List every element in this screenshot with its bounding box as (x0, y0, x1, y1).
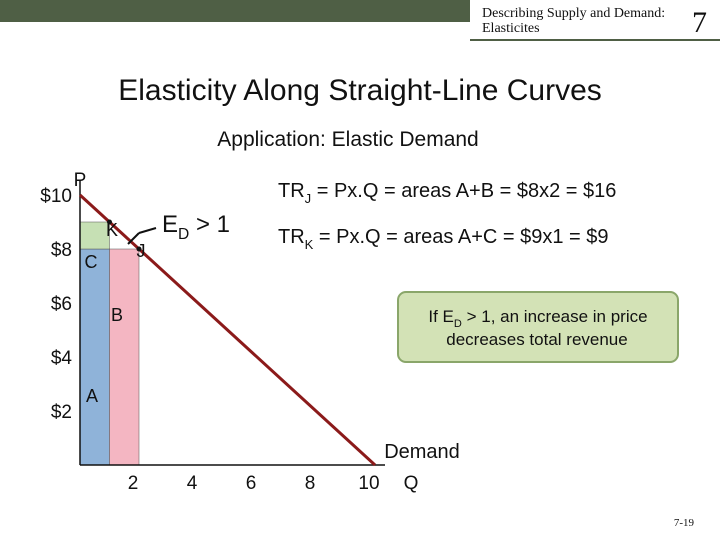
elasticity-label: ED > 1 (162, 211, 230, 243)
x-tick-label: 4 (187, 473, 198, 494)
tr-k-formula: TRK = Px.Q = areas A+C = $9x1 = $9 (278, 226, 609, 252)
elasticity-label-part: E (162, 211, 178, 238)
x-tick-label: 8 (305, 473, 316, 494)
elasticity-label-part: D (178, 226, 189, 243)
area-label: A (86, 386, 98, 406)
note-text: decreases total revenue (446, 330, 627, 349)
x-axis-label: Q (404, 473, 419, 494)
elasticity-label-part: > 1 (189, 211, 230, 238)
note-text: If ED > 1, an increase in price (428, 307, 647, 330)
y-tick-label: $2 (51, 402, 72, 423)
area (79, 221, 110, 250)
point-label: K (106, 220, 118, 240)
subtitle: Application: Elastic Demand (217, 128, 478, 151)
chapter-number: 7 (692, 6, 707, 39)
point (107, 219, 112, 225)
callout-box (397, 291, 679, 363)
point-label: J (137, 241, 146, 261)
header-title: Describing Supply and Demand: (482, 6, 665, 21)
page-number: 7-19 (674, 517, 695, 529)
tr-j-formula-part: J (305, 191, 312, 206)
note-text-part: > 1, an increase in price (462, 307, 648, 326)
tr-k-formula-part: = Px.Q = areas A+C = $9x1 = $9 (313, 226, 608, 248)
y-axis-label: P (74, 170, 87, 191)
note-text-part: If E (428, 307, 454, 326)
header-title: Elasticites (482, 21, 540, 36)
tr-k-formula-part: TR (278, 226, 305, 248)
series-label: Demand (384, 441, 460, 463)
point (136, 246, 142, 252)
slide-title: Elasticity Along Straight-Line Curves (118, 74, 602, 107)
area-label: C (85, 252, 98, 272)
y-tick-label: $6 (51, 294, 72, 315)
tr-k-formula-part: K (305, 237, 314, 252)
arrow (127, 232, 140, 245)
y-tick-label: $4 (51, 348, 73, 369)
header-box (470, 0, 720, 40)
x-tick-label: 10 (358, 473, 379, 494)
area (109, 248, 140, 466)
demand-line (78, 193, 377, 467)
arrow (138, 227, 157, 234)
area-label: B (111, 305, 123, 325)
note-text-part: D (454, 318, 462, 330)
x-tick-label: 2 (128, 473, 139, 494)
tr-j-formula-part: = Px.Q = areas A+B = $8x2 = $16 (311, 180, 616, 202)
y-tick-label: $8 (51, 240, 72, 261)
y-tick-label: $10 (40, 186, 72, 207)
x-tick-label: 6 (246, 473, 257, 494)
tr-j-formula: TRJ = Px.Q = areas A+B = $8x2 = $16 (278, 180, 616, 206)
area (79, 248, 110, 466)
tr-j-formula-part: TR (278, 180, 305, 202)
